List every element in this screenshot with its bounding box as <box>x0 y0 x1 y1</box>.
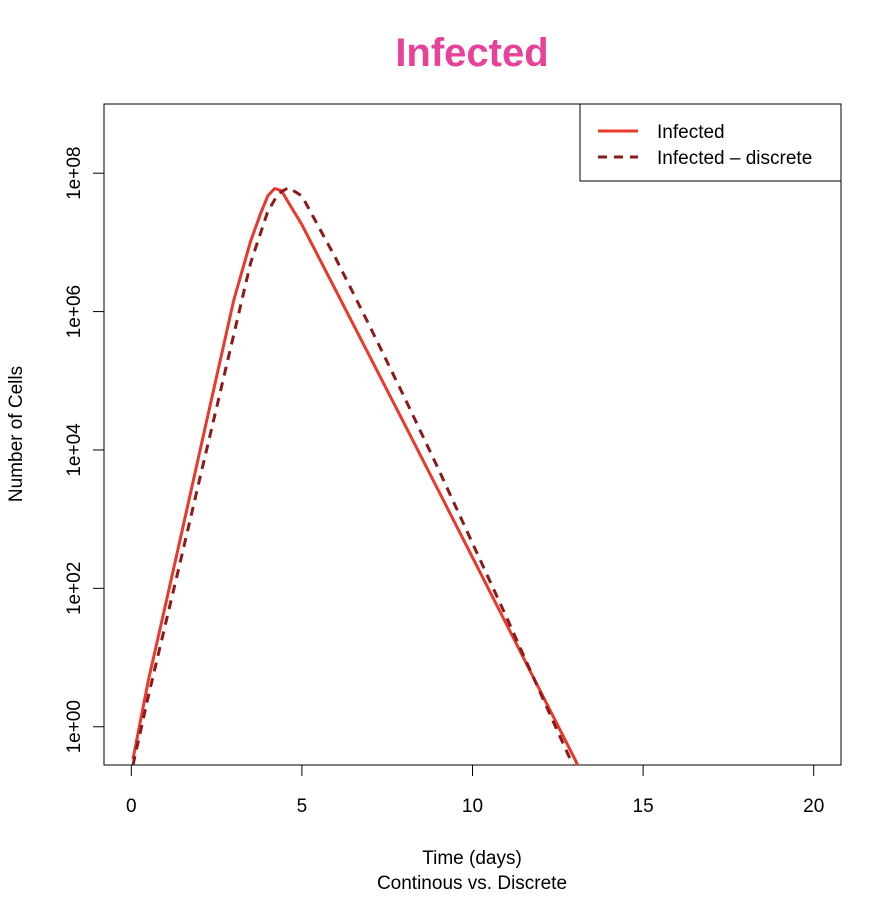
y-tick-label: 1e+04 <box>64 423 85 477</box>
x-tick-label: 5 <box>297 796 308 817</box>
x-tick-label: 15 <box>633 796 654 817</box>
y-axis-label: Number of Cells <box>6 366 27 502</box>
x-tick-label: 0 <box>126 796 137 817</box>
series-line-infected-discrete <box>131 186 575 765</box>
x-axis: 0 5 10 15 20 <box>126 764 824 817</box>
x-tick-label: 20 <box>803 796 824 817</box>
series-layer <box>131 186 580 765</box>
series-line-infected <box>131 187 580 765</box>
legend-label-infected: Infected <box>657 122 725 143</box>
legend: Infected Infected – discrete <box>579 103 842 182</box>
legend-label-infected-discrete: Infected – discrete <box>657 148 812 169</box>
chart-subtitle: Continous vs. Discrete <box>377 873 567 894</box>
y-tick-label: 1e+00 <box>64 700 85 753</box>
y-tick-label: 1e+08 <box>64 147 85 200</box>
y-tick-label: 1e+02 <box>64 562 85 615</box>
chart-title: Infected <box>395 31 548 75</box>
y-tick-label: 1e+06 <box>64 285 85 338</box>
x-axis-label: Time (days) <box>422 848 522 869</box>
x-tick-label: 10 <box>462 796 483 817</box>
legend-box <box>579 103 842 182</box>
plot-frame <box>103 103 842 766</box>
y-axis: 1e+00 1e+02 1e+04 1e+06 1e+08 <box>64 147 105 753</box>
